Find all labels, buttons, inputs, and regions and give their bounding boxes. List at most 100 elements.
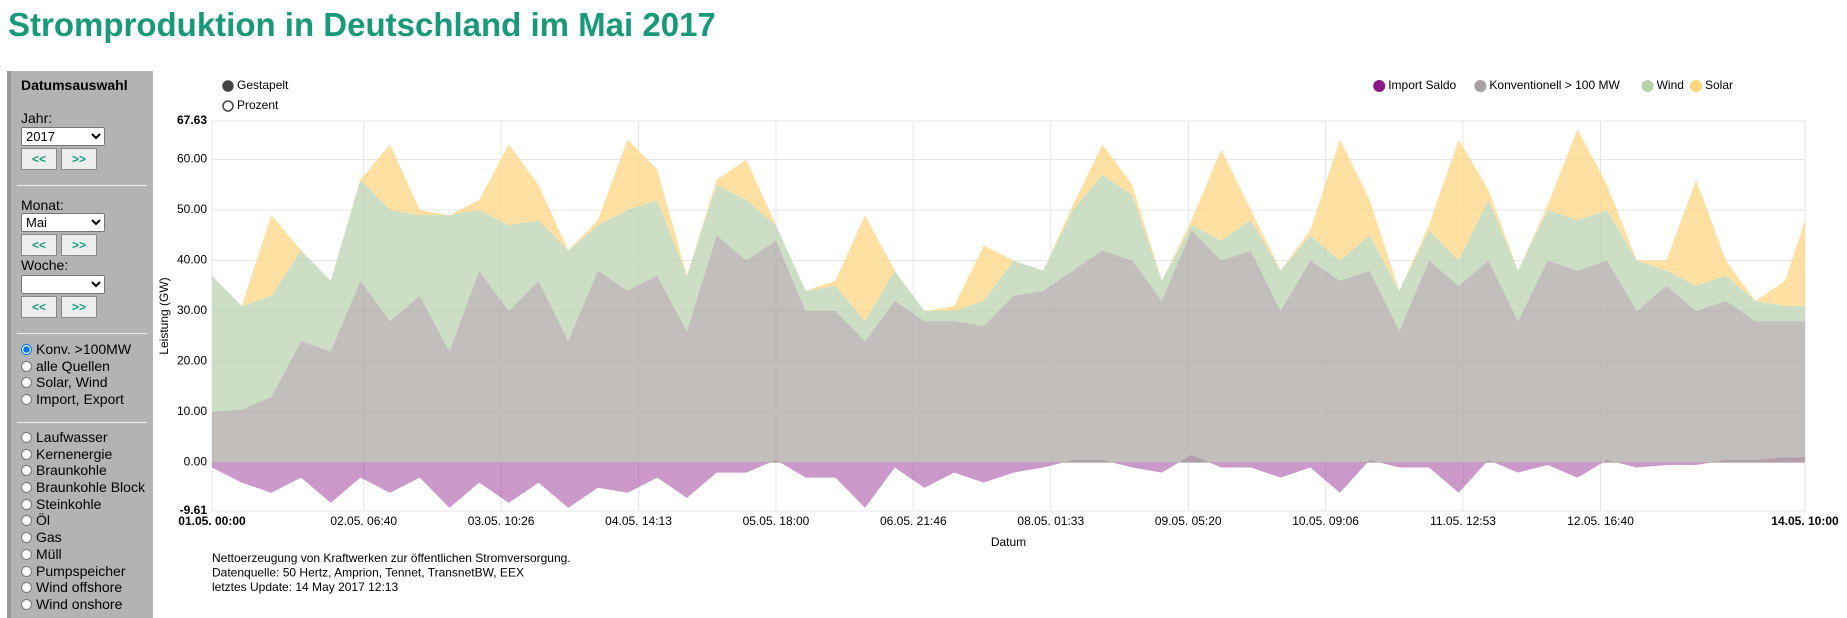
week-select[interactable] — [21, 275, 105, 294]
radio-label: Öl — [36, 512, 50, 529]
radio-option[interactable]: Gas — [21, 529, 145, 546]
month-label: Monat: — [21, 197, 64, 213]
radio-button[interactable] — [21, 465, 32, 477]
radio-option[interactable]: Konv. >100MW — [21, 341, 131, 358]
legend-label: Solar — [1705, 78, 1733, 92]
radio-label: Wind offshore — [36, 579, 123, 596]
legend-label: Konventionell > 100 MW — [1489, 78, 1620, 92]
view-option[interactable]: Prozent — [222, 98, 279, 112]
next-button[interactable]: >> — [61, 234, 97, 256]
radio-option[interactable]: Steinkohle — [21, 496, 145, 513]
radio-label: Braunkohle — [36, 462, 107, 479]
view-radio — [222, 100, 234, 112]
next-button[interactable]: >> — [61, 148, 97, 170]
radio-label: Pumpspeicher — [36, 562, 126, 579]
radio-button[interactable] — [21, 532, 32, 544]
legend-marker — [1641, 80, 1654, 92]
area — [212, 230, 1805, 463]
prev-button[interactable]: << — [21, 296, 57, 318]
prev-button[interactable]: << — [21, 148, 57, 170]
radio-option[interactable]: Müll — [21, 546, 145, 563]
radio-button[interactable] — [21, 498, 32, 510]
year-select[interactable]: 2017 — [21, 127, 105, 146]
radio-option[interactable]: Wind onshore — [21, 596, 145, 613]
radio-button[interactable] — [21, 394, 32, 406]
radio-label: Braunkohle Block — [36, 479, 145, 496]
x-tick-label: 03.05. 10:26 — [468, 514, 535, 528]
y-tick-label: 20.00 — [177, 354, 207, 368]
y-tick-label: 0.00 — [184, 455, 208, 469]
radio-button[interactable] — [21, 482, 32, 494]
view-label: Prozent — [237, 98, 279, 112]
sidebar-heading: Datumsauswahl — [21, 77, 128, 93]
sidebar: Datumsauswahl Jahr: 2017 << >> Monat: Mai… — [7, 71, 153, 618]
legend-label: Import Saldo — [1388, 78, 1456, 92]
x-tick-label: 14.05. 10:00 — [1771, 514, 1839, 528]
source-options: Laufwasser Kernenergie Braunkohle Braunkohl… — [21, 429, 145, 613]
radio-button[interactable] — [21, 548, 32, 560]
page-title: Stromproduktion in Deutschland im Mai 20… — [8, 6, 716, 43]
area — [212, 454, 1805, 508]
x-tick-label: 01.05. 00:00 — [178, 514, 246, 528]
radio-label: Solar, Wind — [36, 374, 108, 391]
y-axis-label: Leistung (GW) — [157, 277, 171, 354]
radio-option[interactable]: Solar, Wind — [21, 374, 131, 391]
legend-marker — [1690, 80, 1702, 92]
radio-option[interactable]: Braunkohle Block — [21, 479, 145, 496]
legend-marker — [1373, 80, 1386, 92]
view-option[interactable]: Gestapelt — [222, 78, 289, 92]
radio-button[interactable] — [21, 432, 32, 443]
x-tick-label: 04.05. 14:13 — [605, 514, 672, 528]
radio-option[interactable]: Laufwasser — [21, 429, 145, 446]
next-button[interactable]: >> — [61, 296, 97, 318]
radio-option[interactable]: Wind offshore — [21, 579, 145, 596]
radio-button[interactable] — [21, 344, 32, 355]
radio-option[interactable]: Kernenergie — [21, 446, 145, 463]
y-tick-label: 60.00 — [177, 152, 207, 166]
x-axis-label: Datum — [991, 535, 1026, 549]
x-tick-label: 08.05. 01:33 — [1017, 514, 1084, 528]
radio-label: Import, Export — [36, 391, 124, 408]
x-tick-label: 10.05. 09:06 — [1292, 514, 1359, 528]
radio-label: Laufwasser — [36, 429, 108, 445]
radio-option[interactable]: alle Quellen — [21, 358, 131, 375]
footer-text: Nettoerzeugung von Kraftwerken zur öffen… — [212, 551, 571, 565]
radio-label: Gas — [36, 529, 62, 546]
radio-label: Kernenergie — [36, 445, 113, 462]
x-tick-label: 02.05. 06:40 — [330, 514, 397, 528]
radio-option[interactable]: Pumpspeicher — [21, 563, 145, 580]
separator — [17, 422, 147, 423]
area — [212, 174, 1805, 412]
month-select[interactable]: Mai — [21, 213, 105, 232]
legend-label: Wind — [1657, 78, 1684, 92]
x-tick-label: 11.05. 12:53 — [1430, 514, 1496, 528]
radio-button[interactable] — [21, 515, 32, 527]
radio-label: Konv. >100MW — [36, 341, 132, 357]
x-tick-label: 09.05. 05:20 — [1155, 514, 1222, 528]
radio-button[interactable] — [21, 565, 32, 577]
radio-option[interactable]: Braunkohle — [21, 462, 145, 479]
radio-button[interactable] — [21, 360, 32, 372]
y-tick-label: 50.00 — [177, 202, 207, 216]
radio-label: Wind onshore — [36, 595, 123, 612]
radio-label: alle Quellen — [36, 357, 110, 374]
y-tick-label: 10.00 — [177, 404, 207, 418]
separator — [17, 333, 147, 334]
separator — [17, 185, 147, 186]
radio-label: Müll — [36, 545, 62, 562]
radio-button[interactable] — [21, 448, 32, 460]
radio-button[interactable] — [21, 598, 32, 610]
radio-button[interactable] — [21, 377, 32, 389]
year-label: Jahr: — [21, 110, 53, 126]
legend-marker — [1474, 80, 1487, 92]
footer-text: letztes Update: 14 May 2017 12:13 — [212, 580, 398, 594]
radio-option[interactable]: Öl — [21, 512, 145, 529]
radio-option[interactable]: Import, Export — [21, 391, 131, 408]
week-label: Woche: — [21, 257, 69, 273]
radio-button[interactable] — [21, 582, 32, 594]
radio-label: Steinkohle — [36, 495, 102, 512]
view-radio — [222, 80, 234, 92]
prev-button[interactable]: << — [21, 234, 57, 256]
